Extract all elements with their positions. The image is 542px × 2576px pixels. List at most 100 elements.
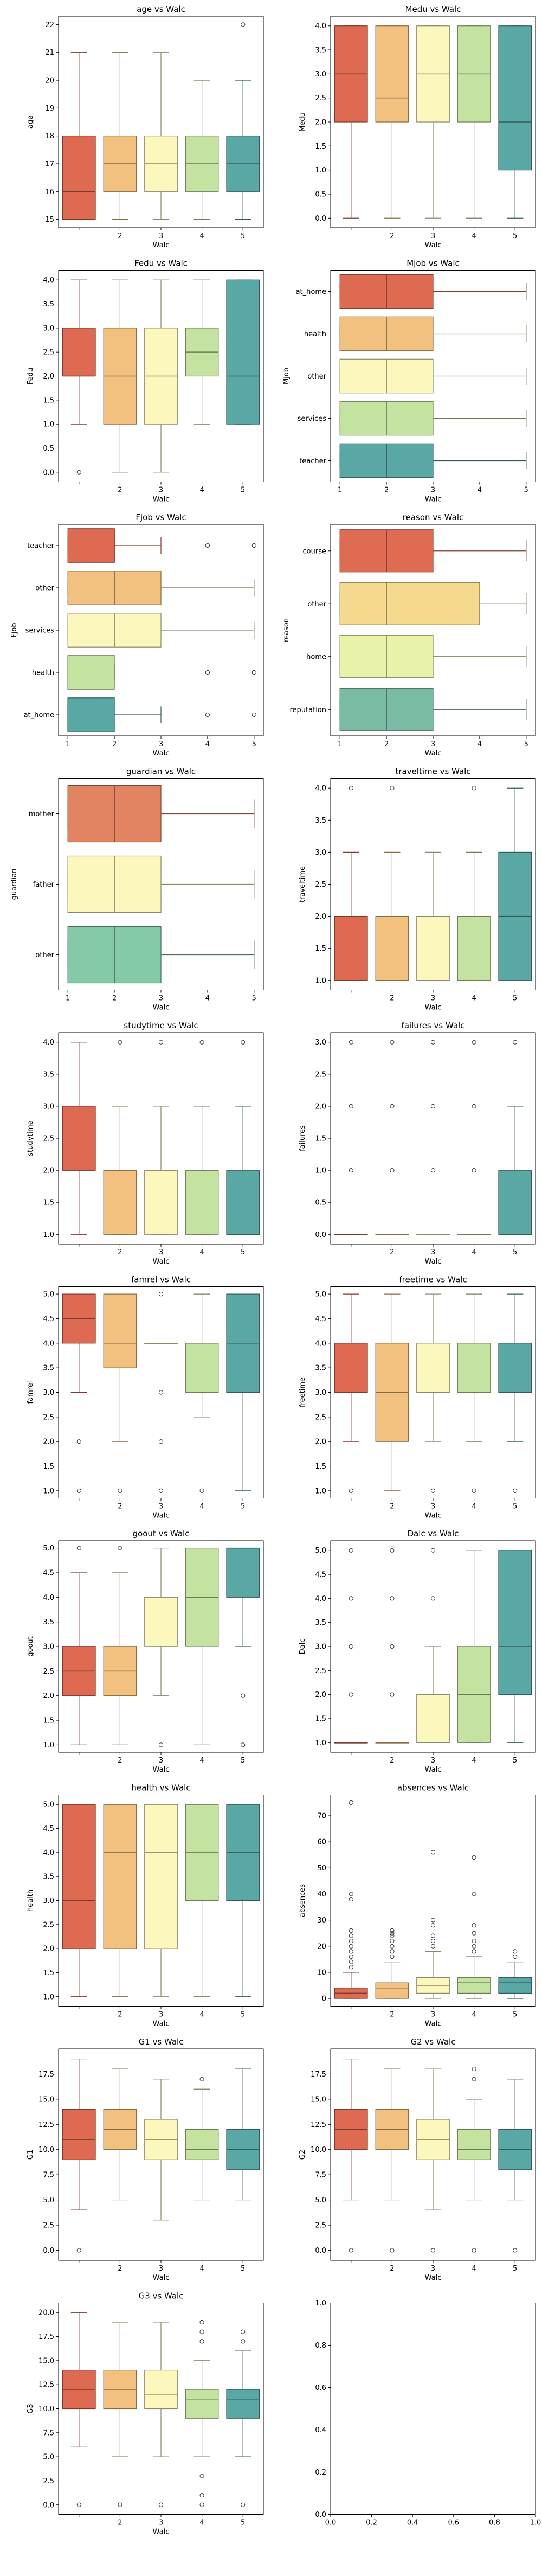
box-3	[416, 1293, 450, 1493]
outlier-point	[390, 1954, 395, 1959]
outlier-point	[158, 2502, 164, 2507]
subplot-13: goout vs Walc 1.0 1.5 2.0 2.5 3.0 3.5 4.0 4.5 5.0…	[27, 1529, 264, 1774]
y-tick-label: 4.5	[43, 1315, 54, 1323]
box-5	[498, 1550, 532, 1743]
outlier-point	[205, 543, 210, 548]
subplot-title: reason vs Walc	[403, 512, 463, 522]
outlier-point	[430, 1944, 436, 1949]
y-tick-label: at_home	[24, 712, 54, 720]
subplot-title: absences vs Walc	[397, 1783, 469, 1793]
outlier-point	[349, 2248, 353, 2253]
outlier-point	[349, 1954, 353, 1959]
y-tick-label: 2.0	[43, 1945, 54, 1953]
x-tick-label: 4	[199, 2011, 204, 2019]
box-5	[498, 1949, 532, 1999]
y-tick-label: health	[32, 669, 54, 677]
subplot-title: Medu vs Walc	[405, 4, 461, 14]
x-tick-label: 5	[513, 1248, 517, 1257]
x-tick-label: 5	[513, 2265, 517, 2273]
y-tick-label: 1.5	[43, 1969, 54, 1977]
x-tick-label: 3	[159, 2011, 163, 2019]
outlier-point	[76, 1488, 81, 1493]
subplot-title: Fedu vs Walc	[134, 259, 188, 268]
box-2	[103, 1804, 137, 1997]
y-tick-label: course	[303, 547, 326, 555]
y-tick-label: 2.5	[315, 1413, 326, 1421]
x-tick-label: 4	[199, 2519, 204, 2527]
x-axis-label: Walc	[153, 1512, 170, 1520]
subplot-8: traveltime vs Walc 1.0 1.5 2.0 2.5 3.0 3.5 4.0 2…	[299, 767, 536, 1012]
y-tick-label: at_home	[296, 288, 326, 296]
x-tick-label: 2	[118, 2265, 122, 2273]
outlier-point	[472, 1892, 476, 1896]
axes-frame	[330, 270, 536, 482]
x-tick-label: 3	[431, 2011, 435, 2019]
outlier-point	[349, 1928, 353, 1933]
x-axis-label: Walc	[425, 1004, 442, 1012]
outlier-point	[430, 1939, 436, 1944]
y-tick-label: 4.5	[315, 1315, 326, 1323]
y-tick-label: 17.5	[38, 2071, 54, 2079]
outlier-point	[513, 1488, 518, 1493]
subplot-9: studytime vs Walc 1.0 1.5 2.0 2.5 3.0 3.5 4.0 2 3…	[27, 1021, 264, 1266]
box-4	[185, 279, 219, 425]
outlier-point	[390, 1168, 395, 1173]
y-tick-label: reputation	[289, 706, 326, 714]
box-body	[144, 2369, 178, 2410]
x-tick-label: 1	[338, 486, 342, 495]
box-other	[67, 571, 255, 605]
y-tick-label: 20.0	[38, 2309, 54, 2317]
y-tick-label: 5.0	[43, 1545, 54, 1553]
x-tick-label: 5	[241, 232, 245, 240]
y-tick-label: 0.5	[43, 445, 54, 453]
y-tick-label: 3.5	[43, 1364, 54, 1373]
outlier-point	[430, 1168, 436, 1173]
box-body	[185, 1343, 219, 1393]
subplot-10: failures vs Walc 0.0 0.5 1.0 1.5 2.0 2.5 3.0 2 3 4…	[299, 1021, 536, 1266]
outlier-point	[241, 1040, 246, 1045]
outlier-point	[390, 1933, 395, 1938]
x-tick-label: 1.0	[530, 2519, 541, 2527]
y-tick-label: 1.0	[43, 1487, 54, 1495]
y-tick-label: 0.0	[43, 2247, 54, 2255]
y-tick-label: 3.5	[43, 1071, 54, 1079]
box-other	[339, 582, 527, 625]
x-tick-label: 0.0	[325, 2519, 337, 2527]
box-5	[226, 1040, 260, 1235]
x-tick-label: 2	[390, 1503, 394, 1511]
outlier-point	[76, 2248, 81, 2253]
y-tick-label: 5.0	[43, 1291, 54, 1299]
y-tick-label: 1.5	[43, 1199, 54, 1207]
box-2	[375, 786, 409, 981]
x-tick-label: 3	[431, 1248, 435, 1257]
x-tick-label: 3	[159, 232, 163, 240]
box-at_home	[67, 697, 256, 732]
subplot-title: G1 vs Walc	[139, 2037, 184, 2047]
y-tick-label: 12.5	[38, 2381, 54, 2389]
y-tick-label: 4.0	[43, 1849, 54, 1857]
outlier-point	[472, 1944, 476, 1949]
y-tick-label: 1.5	[43, 1717, 54, 1725]
x-tick-label: 4	[199, 1248, 204, 1257]
y-axis-label: age	[27, 116, 35, 129]
x-axis-label: Walc	[425, 2274, 442, 2282]
x-tick-label: 3	[431, 995, 435, 1003]
box-1	[334, 1800, 368, 1999]
y-tick-label: other	[35, 951, 54, 959]
x-tick-label: 3	[159, 740, 163, 748]
outlier-point	[349, 1959, 353, 1964]
box-body	[185, 1170, 219, 1235]
outlier-point	[199, 1488, 204, 1493]
x-axis-label: Walc	[153, 496, 170, 504]
box-body	[498, 1977, 532, 1994]
outlier-point	[118, 1546, 122, 1550]
box-5	[226, 279, 260, 425]
subplot-2: Medu vs Walc 0.0 0.5 1.0 1.5 2.0 2.5 3.0 3.5 4.0 2…	[299, 4, 536, 249]
y-tick-label: 3.0	[315, 849, 326, 857]
x-axis-label: Walc	[153, 2528, 170, 2536]
outlier-point	[241, 2339, 246, 2344]
outlier-point	[199, 2474, 204, 2478]
box-body	[498, 1170, 532, 1235]
y-tick-label: 0.0	[43, 2501, 54, 2509]
